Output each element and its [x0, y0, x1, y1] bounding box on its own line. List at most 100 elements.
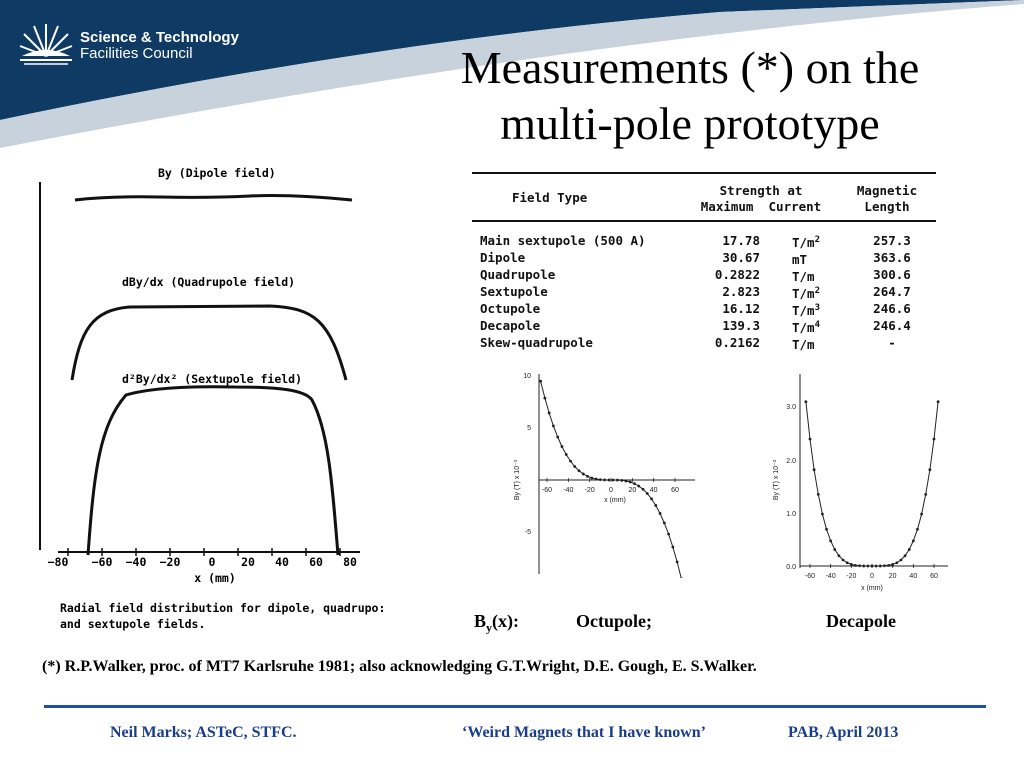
y-tick-label: -5 — [525, 529, 531, 536]
cell-field-type: Sextupole — [480, 284, 548, 299]
cell-unit: T/m — [792, 266, 815, 285]
x-tick-label: -40 — [563, 487, 573, 494]
table-row: Sextupole 2.823 T/m2 264.7 — [480, 283, 940, 302]
data-point — [895, 561, 899, 565]
x-axis-label: x (mm) — [604, 497, 626, 504]
data-point — [928, 468, 932, 472]
header-strength: Strength at Maximum Current — [686, 183, 836, 215]
decapole-curve — [805, 401, 939, 567]
data-point — [633, 482, 636, 486]
data-point — [812, 468, 816, 472]
unit-text: T/m — [792, 286, 815, 302]
octupole-plot: 10 5 -5 10 By (T) x 10⁻³ x (mm) -60-40-2… — [514, 373, 695, 578]
data-point — [833, 548, 837, 551]
unit-text: mT — [792, 252, 808, 268]
cell-strength: 139.3 — [722, 318, 760, 333]
data-point — [620, 478, 624, 482]
data-point — [552, 424, 555, 428]
figure-caption-line2: and sextupole fields. — [60, 617, 205, 631]
footer-talk-title: ‘Weird Magnets that I have known’ — [462, 724, 707, 741]
sext-label: d²By/dx² (Sextupole field) — [122, 372, 302, 386]
cell-strength: 17.78 — [722, 233, 760, 248]
x-tick-label: 0 — [870, 573, 874, 580]
data-point — [573, 465, 577, 468]
data-point — [637, 484, 641, 488]
quad-curve — [70, 304, 348, 381]
table-row: Quadrupole 0.2822 T/m 300.6 — [480, 266, 940, 285]
logo-line2: Facilities Council — [80, 45, 193, 62]
header-banner — [0, 0, 1024, 148]
data-point — [837, 554, 841, 558]
data-point — [603, 478, 606, 482]
data-point — [829, 539, 833, 543]
x-tick-label: −20 — [160, 555, 181, 569]
data-point — [932, 437, 936, 441]
data-point — [680, 577, 683, 578]
cell-field-type: Skew-quadrupole — [480, 335, 593, 350]
header-strength-line2: Maximum Current — [700, 199, 822, 214]
data-point — [862, 564, 866, 568]
unit-text: T/m — [792, 320, 815, 336]
data-point — [581, 472, 585, 476]
sunburst-icon — [19, 24, 73, 65]
data-point — [586, 474, 589, 478]
header-length: Magnetic Length — [842, 183, 932, 215]
decapole-plot: 3.0 2.0 1.0 0.0 By (T) x 10⁻³ x (mm) -60… — [773, 374, 948, 592]
cell-unit: T/m2 — [792, 232, 820, 251]
data-point — [569, 459, 572, 463]
data-point — [560, 445, 564, 448]
x-axis-label: x (mm) — [861, 585, 883, 592]
data-point — [866, 564, 870, 568]
data-point — [590, 476, 594, 480]
by-subscript: y — [486, 620, 493, 635]
dipole-curve — [74, 194, 353, 202]
data-point — [858, 564, 861, 568]
data-point — [841, 558, 845, 562]
x-tick-label: 20 — [241, 555, 255, 569]
table-row: Main sextupole (500 A) 17.78 T/m2 257.3 — [480, 232, 940, 251]
decapole-caption: Decapole — [826, 611, 896, 631]
data-point — [821, 512, 824, 516]
x-tick-label: 20 — [889, 573, 897, 580]
footer-author: Neil Marks; ASTeC, STFC. — [110, 724, 297, 741]
y-tick-label: 5 — [527, 425, 531, 432]
data-point — [825, 527, 828, 531]
data-point — [854, 563, 857, 567]
x-tick-label: 60 — [309, 555, 323, 569]
header-strength-line1: Strength at — [719, 183, 803, 198]
y-axis-label: By (T) x 10⁻³ — [514, 459, 521, 500]
stfc-logo: Science & Technology Facilities Council — [18, 18, 258, 68]
title-line2: multi-pole prototype — [500, 98, 880, 149]
cell-length: 363.6 — [873, 250, 911, 265]
x-tick-label: 40 — [650, 487, 658, 494]
table-row: Decapole 139.3 T/m4 246.4 — [480, 317, 940, 336]
data-point — [611, 478, 615, 482]
cell-unit: T/m2 — [792, 283, 820, 302]
cell-length: 246.4 — [873, 318, 911, 333]
table-row: Skew-quadrupole 0.2162 T/m - — [480, 334, 940, 352]
cell-strength: 2.823 — [722, 284, 760, 299]
figure-caption-line1: Radial field distribution for dipole, qu… — [60, 601, 385, 615]
cell-field-type: Dipole — [480, 250, 526, 265]
x-axis-label: x (mm) — [194, 571, 236, 585]
x-tick-label: 0 — [609, 487, 613, 494]
unit-exponent: 2 — [814, 235, 820, 245]
data-point — [845, 561, 849, 565]
table-top-rule — [472, 172, 936, 174]
cell-strength: 16.12 — [722, 301, 760, 316]
data-point — [547, 411, 551, 415]
slide-title: Measurements (*) on the multi-pole proto… — [420, 40, 960, 152]
data-point — [616, 478, 619, 482]
x-tick-label: −60 — [92, 555, 113, 569]
cell-unit: mT — [792, 249, 807, 268]
data-point — [539, 379, 542, 383]
data-point — [628, 480, 632, 484]
by-caption: By(x): — [474, 611, 519, 636]
logo-line1: Science & Technology — [80, 29, 239, 46]
data-point — [556, 435, 560, 439]
by-prefix: B — [474, 611, 487, 631]
data-point — [920, 512, 923, 516]
data-point — [887, 563, 890, 567]
x-tick-label: 40 — [275, 555, 289, 569]
header-field-type: Field Type — [512, 190, 588, 205]
